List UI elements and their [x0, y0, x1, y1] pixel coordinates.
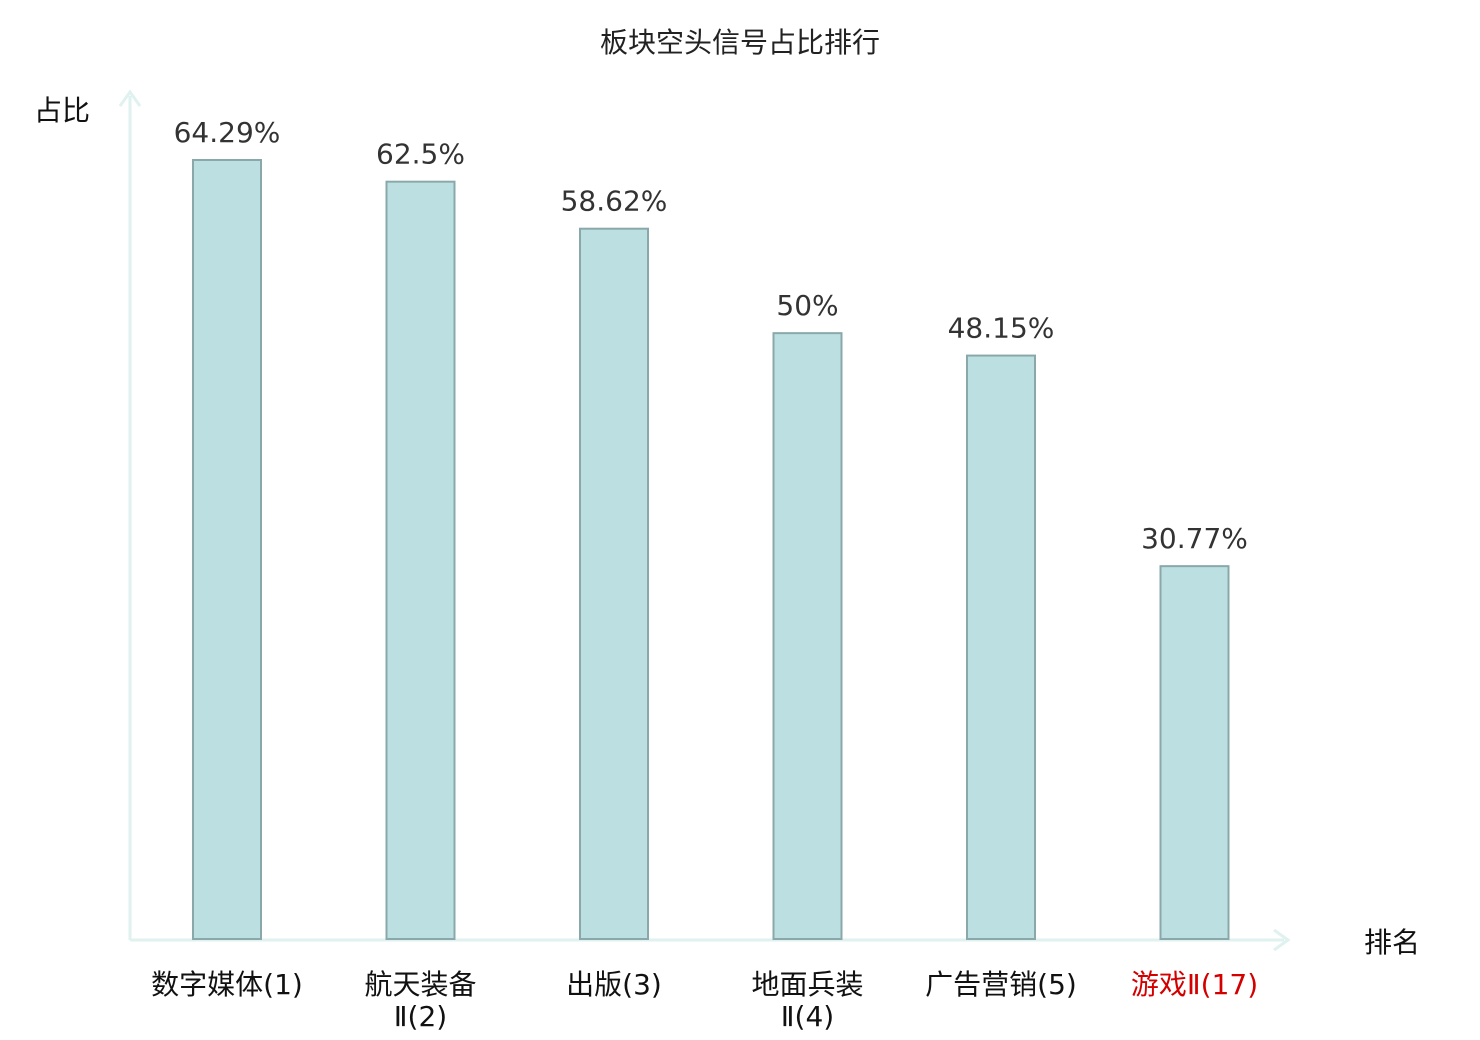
x-axis-arrow [1273, 928, 1291, 952]
category-label-4-line2: Ⅱ(4) [781, 1000, 834, 1033]
bar-3 [579, 227, 649, 940]
x-axis-label: 排名 [1364, 926, 1420, 959]
bar-6 [1159, 565, 1230, 940]
y-axis-arrow [118, 89, 142, 107]
category-label-5: 广告营销(5) [925, 968, 1077, 1001]
value-label-6: 30.77% [1141, 522, 1248, 555]
value-label-3: 58.62% [561, 185, 668, 218]
value-label-2: 62.5% [376, 138, 465, 171]
y-axis-label: 占比 [34, 94, 90, 127]
category-label-1: 数字媒体(1) [151, 968, 303, 1001]
value-label-1: 64.29% [174, 116, 281, 149]
category-label-4: 地面兵装 [751, 968, 863, 1001]
category-label-3: 出版(3) [566, 968, 662, 1001]
category-label-2: 航天装备 [364, 968, 476, 1001]
bar-1 [192, 159, 262, 940]
category-label-2-line2: Ⅱ(2) [394, 1000, 447, 1033]
value-label-5: 48.15% [948, 312, 1055, 345]
bar-5 [966, 354, 1036, 941]
bar-2 [385, 180, 456, 940]
bar-4 [772, 332, 843, 940]
bars-group [192, 159, 1230, 941]
chart-title: 板块空头信号占比排行 [600, 26, 880, 59]
value-label-4: 50% [776, 289, 838, 322]
category-label-6: 游戏Ⅱ(17) [1131, 968, 1258, 1001]
value-labels-group: 64.29% 62.5% 58.62% 50% 48.15% 30.77% [174, 116, 1248, 555]
